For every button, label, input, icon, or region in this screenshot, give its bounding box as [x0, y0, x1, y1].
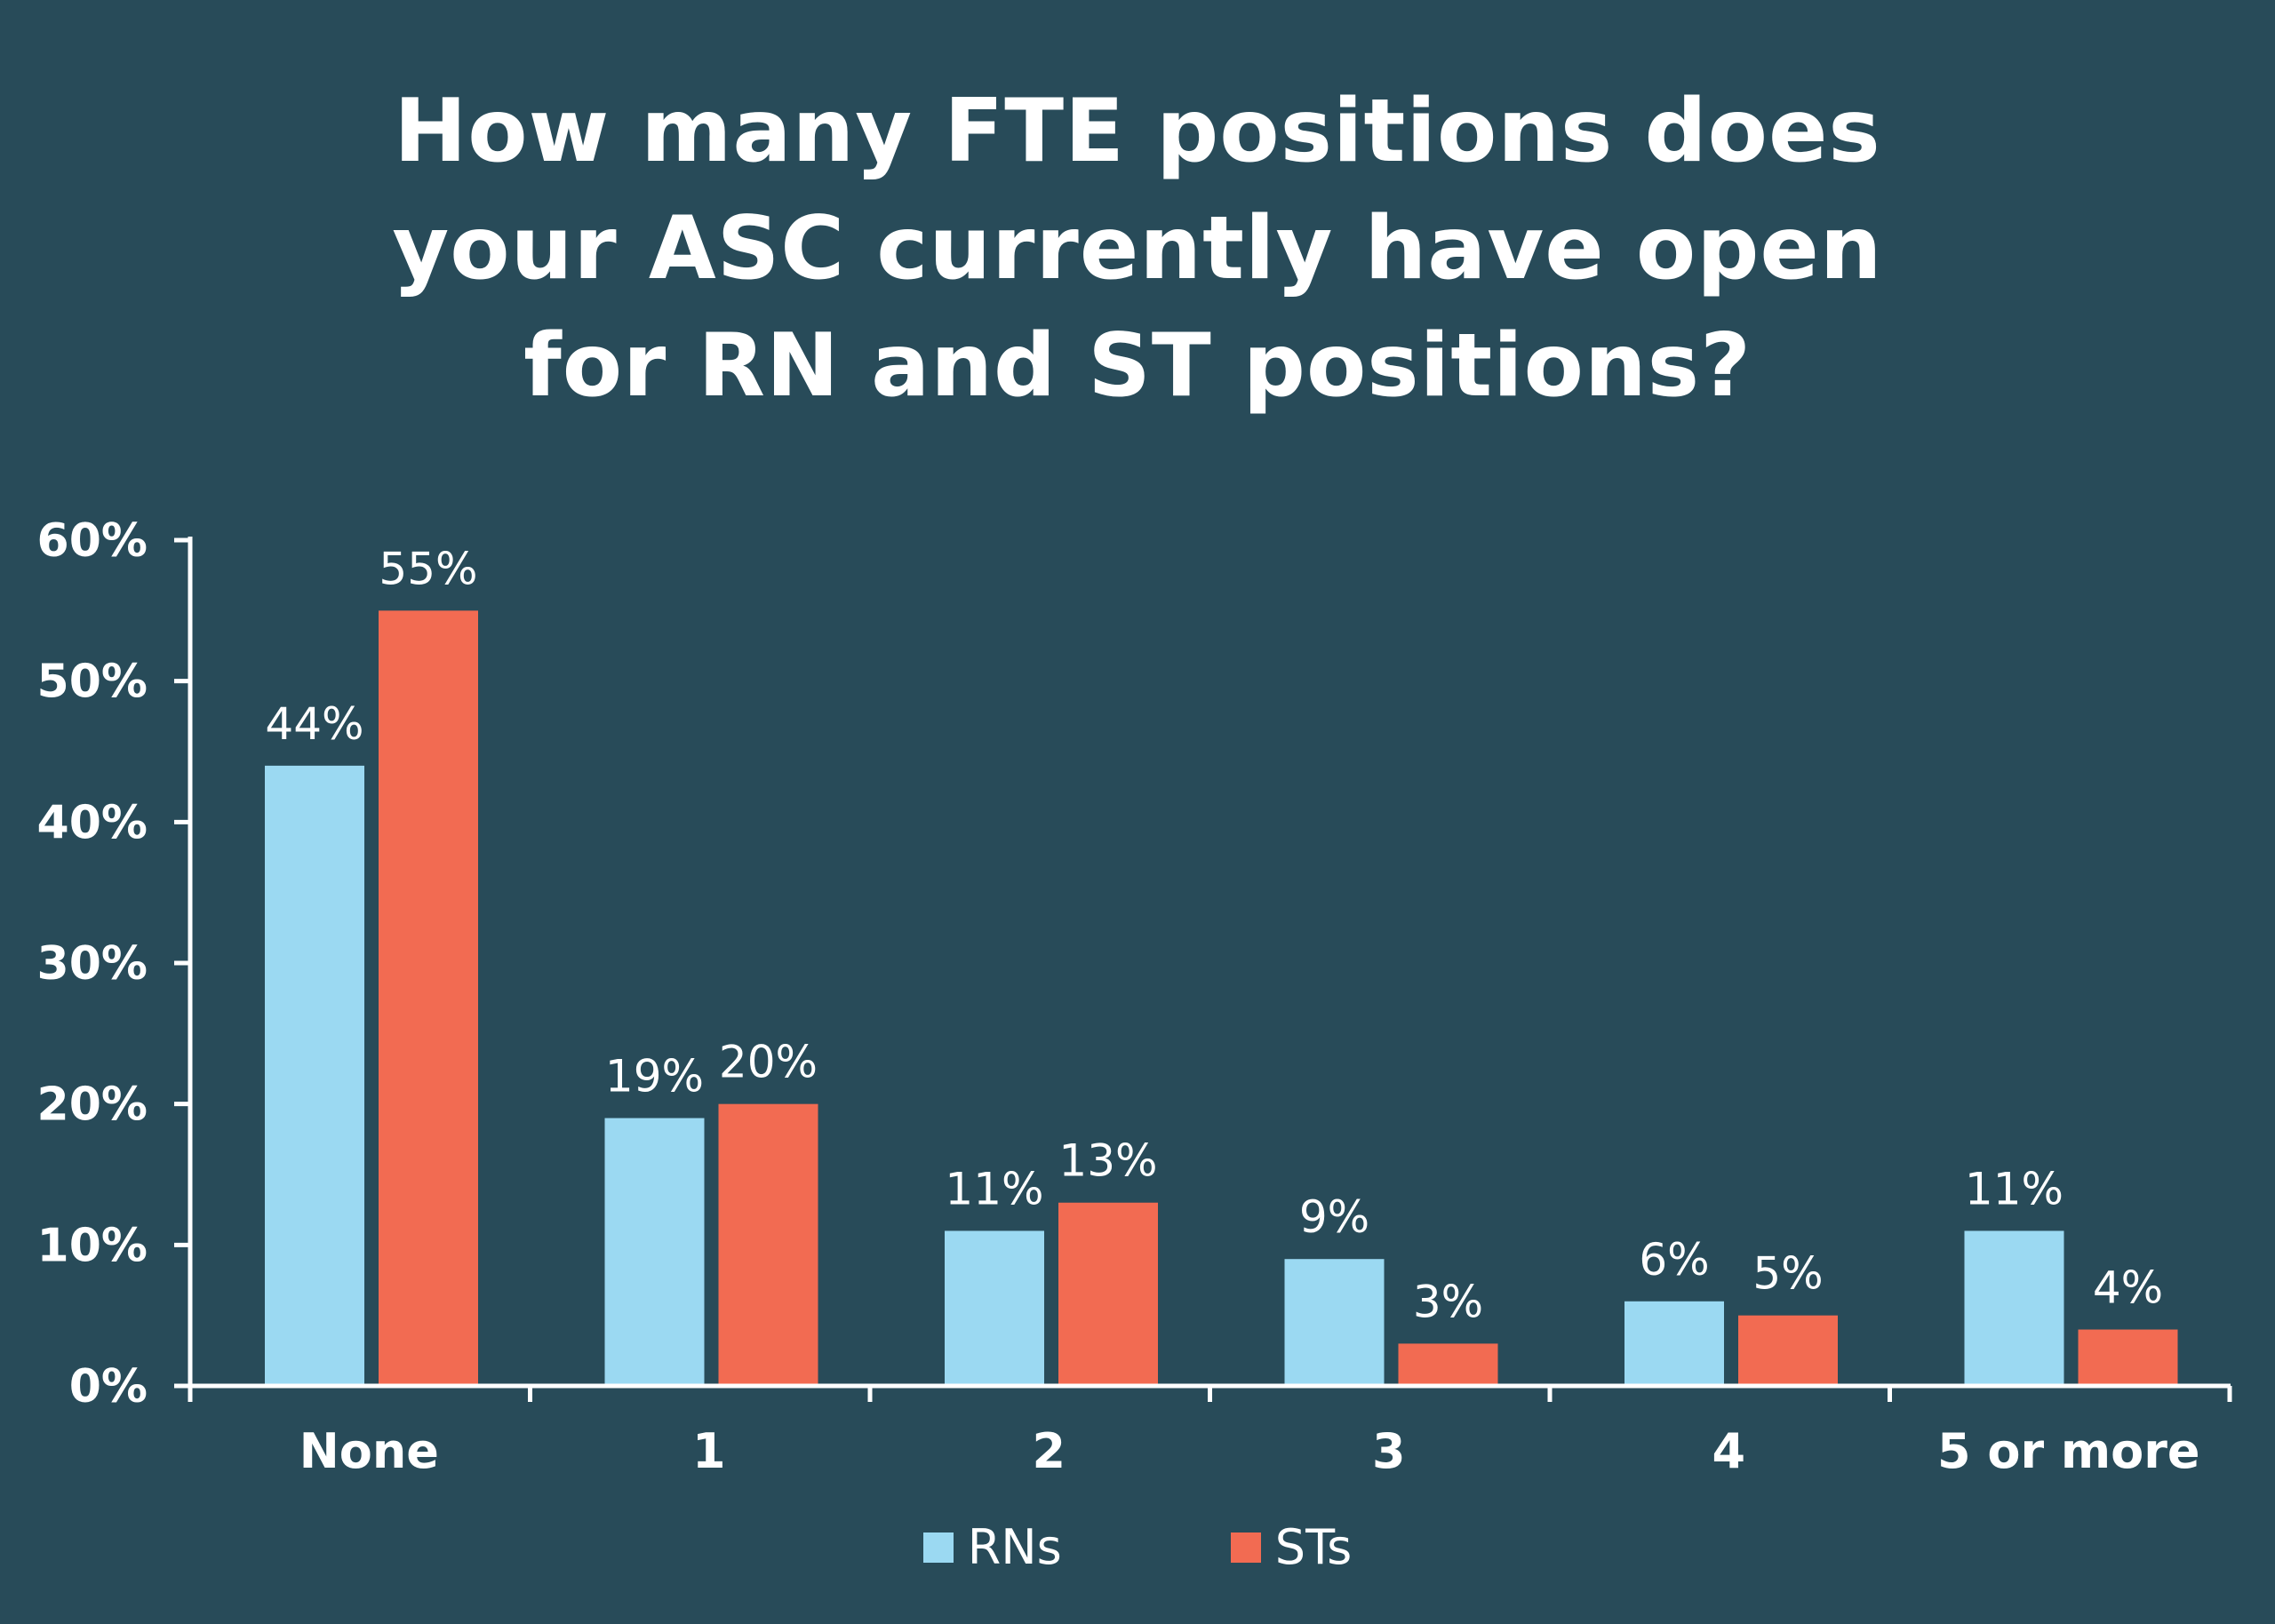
bar-rns-0	[265, 765, 364, 1386]
legend-swatch-sts	[1230, 1532, 1261, 1563]
data-label-rns-1: 19%	[605, 1051, 704, 1103]
x-tick-label-4: 4	[1712, 1423, 1745, 1479]
bar-sts-3	[1398, 1343, 1498, 1386]
bar-sts-0	[379, 610, 478, 1386]
bar-sts-4	[1738, 1315, 1838, 1386]
bar-rns-5	[1964, 1230, 2064, 1386]
legend-item-rns: RNs	[922, 1519, 1062, 1575]
bar-rns-3	[1284, 1259, 1385, 1386]
chart-title-line-2: your ASC currently have open	[392, 198, 1883, 299]
y-tick-label-3: 30%	[37, 937, 148, 991]
data-label-sts-1: 20%	[719, 1037, 818, 1088]
data-label-rns-5: 11%	[1965, 1163, 2063, 1214]
data-label-sts-4: 5%	[1752, 1248, 1823, 1300]
x-tick-label-0: None	[299, 1423, 439, 1479]
y-tick-label-2: 20%	[37, 1079, 148, 1132]
data-label-rns-3: 9%	[1299, 1191, 1369, 1243]
legend-label-sts: STs	[1274, 1519, 1353, 1575]
x-tick-label-3: 3	[1372, 1423, 1406, 1479]
chart-title-line-3: for RN and ST positions?	[523, 315, 1752, 417]
bar-sts-2	[1058, 1202, 1158, 1386]
y-tick-label-0: 0%	[69, 1360, 148, 1413]
y-tick-label-4: 40%	[37, 796, 148, 849]
y-tick-label-1: 10%	[37, 1219, 148, 1272]
y-tick-label-5: 50%	[37, 656, 148, 709]
legend-item-sts: STs	[1230, 1519, 1353, 1575]
data-label-rns-0: 44%	[265, 698, 363, 750]
bar-rns-2	[945, 1230, 1044, 1386]
data-label-sts-2: 13%	[1058, 1135, 1157, 1187]
bar-sts-5	[2078, 1329, 2178, 1386]
data-label-sts-0: 55%	[379, 543, 477, 594]
data-label-rns-2: 11%	[945, 1163, 1043, 1214]
y-tick-label-6: 60%	[37, 514, 148, 568]
chart-title: How many FTE positions does your ASC cur…	[0, 73, 2275, 425]
x-tick-label-5: 5 or more	[1937, 1423, 2200, 1479]
x-tick-label-2: 2	[1032, 1423, 1066, 1479]
x-tick-label-1: 1	[692, 1423, 726, 1479]
chart-legend: RNs STs	[0, 1519, 2275, 1575]
bar-rns-1	[604, 1118, 705, 1386]
bar-sts-1	[718, 1103, 818, 1386]
data-label-sts-5: 4%	[2093, 1262, 2163, 1314]
data-label-rns-4: 6%	[1639, 1234, 1709, 1286]
legend-swatch-rns	[922, 1532, 954, 1563]
bar-rns-4	[1624, 1301, 1724, 1386]
legend-label-rns: RNs	[967, 1519, 1062, 1575]
data-label-sts-3: 3%	[1413, 1276, 1483, 1327]
chart-title-line-1: How many FTE positions does	[394, 81, 1881, 182]
